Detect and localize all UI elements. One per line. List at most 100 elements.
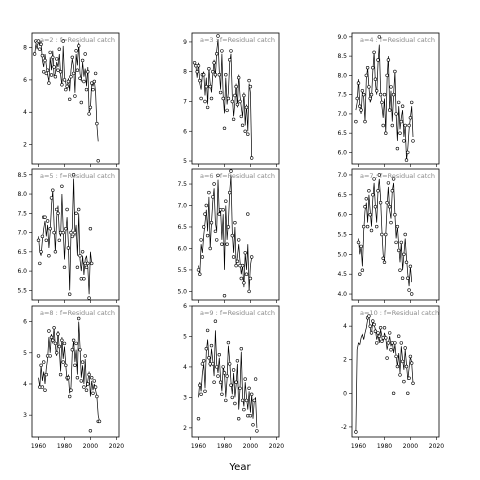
panel-1-point	[91, 87, 95, 92]
panel-9-xtick-label: 1980	[377, 443, 392, 450]
panel-9-point	[384, 336, 388, 340]
panel-4-point	[224, 72, 228, 77]
panel-2-point	[71, 173, 76, 177]
panel-4-point	[230, 99, 235, 104]
panel-7-point	[363, 119, 367, 124]
panel-8-point	[373, 205, 378, 209]
panel-3-point	[47, 329, 51, 333]
panel-6-point	[253, 377, 258, 381]
panel-6-point	[215, 365, 219, 369]
panel-5-point	[207, 190, 211, 195]
panel-7-point	[356, 81, 361, 85]
panel-2-point	[36, 238, 41, 243]
panel-5-point	[200, 255, 205, 259]
panel-9-point	[410, 361, 414, 365]
panel-8-point	[400, 276, 405, 280]
panel-1-point	[61, 39, 65, 43]
panel-6-point	[207, 356, 211, 360]
panel-2-point	[80, 250, 85, 254]
panel-1: a=2 : f=Residual catch 2 4 6 8	[23, 32, 120, 167]
panel-5-point	[212, 182, 216, 186]
panel-1-point	[44, 71, 48, 76]
panel-8-ytick-label: 7.0	[337, 172, 347, 179]
panel-8-point	[393, 213, 397, 217]
panel-3-frame	[31, 305, 120, 438]
panel-7-point	[389, 85, 393, 89]
panel-8-point	[364, 197, 368, 201]
panel-7-point	[365, 65, 370, 70]
panel-9-ytick-label: 4	[343, 323, 347, 330]
panel-2-point	[66, 246, 71, 250]
panel-4-point	[228, 58, 232, 62]
panel-6-point	[203, 389, 207, 393]
panel-4-ytick-label: 8	[183, 69, 187, 76]
panel-7-point	[362, 92, 366, 97]
panel-6-point	[224, 398, 228, 403]
panel-2-point	[49, 196, 54, 200]
panel-9-point	[388, 331, 392, 335]
panel-2-point	[54, 207, 59, 212]
panel-6-point	[202, 359, 206, 363]
panel-9-point	[380, 339, 384, 343]
panel-5-point	[220, 242, 224, 246]
panel-4-point	[216, 34, 220, 38]
panel-9-frame	[351, 305, 440, 438]
panel-2-point	[62, 265, 67, 269]
panel-2-point	[64, 227, 68, 231]
panel-1-point	[71, 71, 76, 76]
panel-5-point	[205, 233, 210, 238]
panel-1-point	[49, 73, 54, 77]
panel-4-point	[234, 84, 238, 89]
panel-8-point	[394, 240, 398, 245]
panel-8-point	[376, 189, 380, 193]
panel-4-point	[209, 96, 214, 101]
panel-1-point	[36, 39, 41, 43]
panel-5-point	[213, 229, 218, 234]
panel-8-point	[406, 276, 410, 280]
panel-8-point	[385, 201, 389, 205]
panel-6-point	[209, 343, 214, 348]
panel-2-point	[44, 238, 48, 243]
panel-4-point	[215, 52, 219, 56]
panel-3-point	[67, 394, 72, 399]
panel-9-xtick-label: 1960	[351, 443, 366, 450]
panel-3-point	[79, 379, 84, 383]
panel-5-point	[231, 255, 236, 259]
panel-4-point	[195, 69, 199, 74]
panel-3-point	[83, 354, 87, 358]
panel-3-point	[84, 388, 89, 392]
panel-1-point	[39, 42, 43, 46]
panel-9-ytick-label: 0	[343, 390, 347, 397]
panel-6-point	[212, 380, 216, 384]
panel-5-point	[230, 233, 235, 238]
panel-7-point	[394, 112, 398, 116]
panel-7-point	[358, 104, 362, 108]
panel-4-point	[238, 99, 242, 104]
panel-8-point	[403, 232, 407, 237]
panel-5-point	[208, 246, 212, 251]
panel-4-point	[233, 93, 237, 98]
panel-8-point	[365, 224, 370, 229]
panel-1-point	[82, 79, 86, 84]
panel-7-point	[377, 35, 381, 39]
panel-4-point	[205, 105, 210, 110]
panel-6-point	[247, 386, 251, 390]
panel-3-point	[56, 332, 60, 336]
panel-6-point	[233, 401, 237, 406]
panel-4-frame	[191, 32, 280, 165]
panel-6-point	[243, 377, 247, 381]
panel-6-ytick-label: 6	[183, 303, 187, 310]
panel-7-ytick-label: 8.5	[337, 53, 347, 60]
panel-4-point	[220, 49, 224, 53]
panel-1-point	[79, 100, 84, 105]
panel-3-point	[54, 351, 59, 355]
panel-4: a=3 : f=Residual catch 5 6 7 8 9	[183, 32, 280, 167]
panel-3-point	[51, 338, 55, 342]
panel-8-point	[381, 256, 385, 260]
panel-5-point	[235, 259, 240, 263]
panel-6-point	[255, 429, 259, 433]
panel-9-xtick-label: 2020	[429, 443, 444, 450]
panel-3-point	[44, 372, 48, 377]
panel-4-point	[196, 64, 201, 68]
panel-5-fitted-line	[198, 175, 253, 292]
